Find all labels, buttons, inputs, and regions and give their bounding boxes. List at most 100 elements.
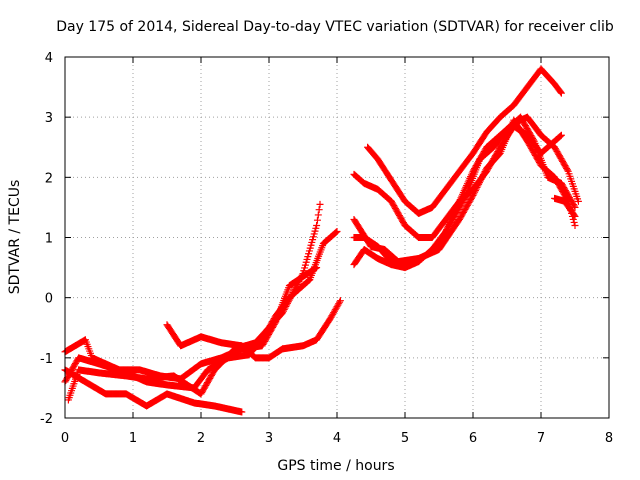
- data-point: [285, 296, 293, 304]
- data-point: [315, 206, 323, 214]
- data-point: [289, 288, 297, 296]
- data-point: [313, 221, 321, 229]
- data-point: [571, 212, 579, 220]
- data-point: [469, 191, 477, 199]
- data-point: [292, 284, 300, 292]
- data-point: [326, 315, 334, 323]
- series-track-5: [163, 297, 344, 362]
- data-point: [570, 218, 578, 226]
- data-point: [313, 216, 321, 224]
- tick-marks: [64, 56, 610, 419]
- y-tick-label: 2: [45, 171, 53, 186]
- data-point: [332, 304, 340, 312]
- y-tick-label: -2: [40, 412, 53, 427]
- data-point: [478, 174, 486, 182]
- data-point: [479, 171, 487, 179]
- data-point: [474, 182, 482, 190]
- data-point: [288, 290, 296, 298]
- data-point: [475, 180, 483, 188]
- data-point: [468, 193, 476, 201]
- y-tick-label: 1: [45, 232, 53, 247]
- y-tick-labels: -2 -1 0 1 2 3 4: [40, 51, 53, 427]
- data-point: [296, 276, 304, 284]
- x-tick-label: 2: [197, 431, 205, 446]
- data-point: [477, 175, 485, 183]
- y-tick-label: -1: [40, 352, 53, 367]
- y-tick-label: 4: [45, 51, 53, 66]
- data-point: [297, 274, 305, 282]
- y-tick-label: 3: [45, 111, 53, 126]
- x-tick-labels: 0 1 2 3 4 5 6 7 8: [61, 431, 613, 446]
- data-point: [283, 301, 291, 309]
- x-tick-label: 6: [469, 431, 477, 446]
- data-point: [280, 306, 288, 314]
- x-tick-label: 5: [401, 431, 409, 446]
- data-point: [331, 229, 339, 237]
- data-point: [297, 273, 305, 281]
- series-track-10: [350, 113, 582, 272]
- data-point: [571, 203, 579, 211]
- x-tick-label: 1: [129, 431, 137, 446]
- series-track-4: [61, 366, 246, 416]
- y-tick-label: 0: [45, 292, 53, 307]
- data-point: [279, 307, 287, 315]
- data-point: [288, 292, 296, 300]
- series-track-9: [364, 65, 565, 217]
- data-point: [556, 133, 564, 141]
- y-axis-label: SDTVAR / TECUs: [7, 180, 23, 295]
- data-point: [563, 166, 571, 174]
- x-axis-label: GPS time / hours: [277, 458, 394, 474]
- data-point: [332, 228, 340, 236]
- data-point: [329, 310, 337, 318]
- data-point: [557, 132, 565, 140]
- data-point: [286, 295, 294, 303]
- data-markers: [61, 65, 582, 416]
- data-point: [336, 297, 344, 305]
- data-point: [480, 169, 488, 177]
- data-point: [304, 277, 312, 285]
- data-point: [529, 136, 537, 144]
- data-point: [470, 190, 478, 198]
- data-point: [333, 303, 341, 311]
- data-point: [472, 185, 480, 193]
- data-point: [574, 197, 582, 205]
- data-point: [476, 177, 484, 185]
- data-point: [473, 183, 481, 191]
- data-point: [283, 299, 291, 307]
- data-point: [557, 131, 565, 139]
- chart-title: Day 175 of 2014, Sidereal Day-to-day VTE…: [56, 19, 614, 35]
- x-tick-label: 0: [61, 431, 69, 446]
- data-point: [292, 282, 300, 290]
- data-point: [475, 179, 483, 187]
- series-track-3: [64, 200, 324, 404]
- data-point: [570, 202, 578, 210]
- data-point: [481, 167, 489, 175]
- data-point: [330, 309, 338, 317]
- x-tick-label: 8: [605, 431, 613, 446]
- data-point: [334, 301, 342, 309]
- data-point: [284, 298, 292, 306]
- data-point: [328, 312, 336, 320]
- data-point: [335, 300, 343, 308]
- data-point: [291, 285, 299, 293]
- data-point: [298, 271, 306, 279]
- series-track-11: [551, 194, 579, 220]
- data-point: [316, 200, 324, 208]
- x-tick-label: 7: [537, 431, 545, 446]
- data-point: [287, 293, 295, 301]
- data-point: [279, 309, 287, 317]
- x-tick-label: 4: [333, 431, 341, 446]
- data-point: [282, 302, 290, 310]
- data-point: [314, 211, 322, 219]
- data-point: [330, 307, 338, 315]
- data-point: [333, 227, 341, 235]
- data-point: [331, 306, 339, 314]
- data-point: [290, 287, 298, 295]
- data-point: [471, 187, 479, 195]
- data-point: [238, 408, 246, 416]
- data-point: [295, 277, 303, 285]
- data-point: [557, 88, 565, 96]
- data-point: [327, 313, 335, 321]
- grid-lines: [65, 57, 609, 418]
